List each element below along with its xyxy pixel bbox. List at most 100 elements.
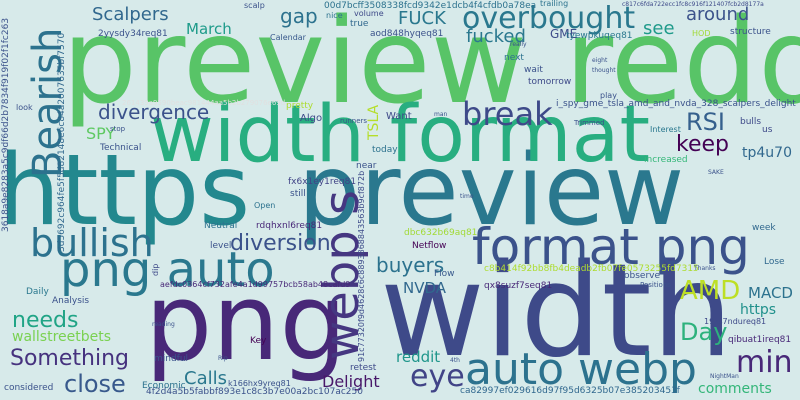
word-hash-c817: c817c6fda722ecc1fc8c916f121407fcb2d8177a <box>622 1 764 8</box>
word-tyewpkuqeq81: tyewpkuqeq81 <box>566 31 633 41</box>
word-rsi: RSI <box>686 108 725 136</box>
word-technical: Technical <box>100 143 142 153</box>
word-week: week <box>752 223 776 233</box>
word-man: man <box>434 111 448 118</box>
word-keep: keep <box>676 132 729 157</box>
word-png-auto: png auto <box>60 242 275 298</box>
word-bulls: bulls <box>740 117 762 127</box>
word-time: time <box>460 193 474 200</box>
word-considered: considered <box>4 383 54 393</box>
word-https-small: https <box>740 302 777 318</box>
word-macd: MACD <box>748 284 793 302</box>
word-structure: structure <box>730 27 771 37</box>
word-near: near <box>356 161 377 171</box>
word-nightman: NightMan <box>710 373 739 380</box>
word-daily: Daily <box>26 287 49 297</box>
word-format-png: format png <box>472 218 750 276</box>
word-hash-3618: 3618a9e8283a5c9df66d2b7834f919f02f1fc263 <box>1 17 11 232</box>
word-play: play <box>600 91 617 100</box>
word-divergence: divergence <box>98 100 210 124</box>
word-analysis: Analysis <box>52 296 90 306</box>
word-19zs7ndureq81: 19zs7ndureq81 <box>704 317 767 326</box>
word-tp4u70: tp4u70 <box>742 145 792 161</box>
word-increased: increased <box>644 155 688 165</box>
word-true: true <box>350 19 369 29</box>
word-2yysdy34req81: 2yysdy34req81 <box>98 29 168 39</box>
word-width: width <box>380 237 733 386</box>
word-tomorrow: tomorrow <box>528 77 572 87</box>
word-reading: reading <box>152 321 175 328</box>
word-hash-4f2d: 4f2d4a5b5fabbf893e1c8c3b7e00a2bc107ac250 <box>146 387 363 397</box>
word-buyers: buyers <box>376 253 445 277</box>
word-min: min <box>736 345 793 380</box>
word-stop: stop <box>110 125 126 133</box>
word-fucked: fucked <box>466 26 526 47</box>
word-hash-2614: 261439a9590beac981444aa5b2b279076e69d <box>122 99 286 107</box>
word-hod: HOD <box>692 29 711 38</box>
word-qx8suzf7seq81: qx8suzf7seq81 <box>484 281 553 291</box>
word-nvda: NVDA <box>403 279 447 297</box>
word-level: level <box>210 241 232 251</box>
word-fuck: FUCK <box>398 8 446 29</box>
word-width-format: width format <box>150 90 651 180</box>
word-hash-00d7: 00d7bcff3508338fcd9342e1dcb4f4cfdb0a78ea <box>324 1 537 11</box>
word-trimmed: Trimmed <box>574 119 605 127</box>
word-retest: retest <box>350 363 377 373</box>
word-want: Want <box>386 111 412 122</box>
word-something: Something <box>10 346 129 371</box>
word-overbought: overbought <box>462 1 636 36</box>
word-preview-redd: preview redd <box>62 0 800 130</box>
word-open: Open <box>254 201 276 210</box>
word-fx6x1ey1req81: fx6x1ey1req81 <box>288 177 357 187</box>
word-qibuat1ireq81: qibuat1ireq81 <box>728 335 792 345</box>
word-thought: thought <box>592 67 616 74</box>
word-png: png <box>145 261 347 384</box>
word-amd: AMD <box>680 276 741 306</box>
word-delight: Delight <box>322 372 380 391</box>
word-day: Day <box>680 318 728 346</box>
word-volume: volume <box>354 9 384 18</box>
word-tsla: TSLA <box>366 104 382 140</box>
word-gme: GME <box>550 27 578 41</box>
word-rip: Rip <box>218 355 228 362</box>
word-see: see <box>643 18 675 39</box>
word-neutral: Neutral <box>204 221 238 231</box>
word-preview: preview <box>298 134 685 248</box>
word-observe: observe <box>624 271 661 281</box>
word-spy: SPY <box>86 124 116 143</box>
word-scalp: scalp <box>244 1 265 10</box>
word-4th: 4th <box>450 357 460 364</box>
word-calls: Calls <box>184 368 227 389</box>
word-auto-webp: auto webp <box>465 344 697 395</box>
word-around: around <box>686 4 750 25</box>
word-needs: needs <box>12 308 79 333</box>
word-flow: Flow <box>434 269 455 279</box>
word-key: Key <box>250 336 267 346</box>
word-us: us <box>762 125 773 135</box>
word-really: really <box>510 41 527 48</box>
word-break: break <box>462 95 553 133</box>
word-still: still <box>290 189 306 199</box>
word-lose: Lose <box>764 257 785 267</box>
word-i-spy-gme: i_spy_gme_tsla_amd_and_nvda_328_scalpers… <box>556 99 796 109</box>
word-thanks: Thanks <box>694 265 716 272</box>
word-march: March <box>186 20 232 38</box>
word-hash-3d56: 3d5692c964fe5f5d82148e6c84a2007635bf7570 <box>57 32 67 252</box>
word-dip: dip <box>151 263 160 276</box>
word-calendar: Calendar <box>270 33 306 42</box>
word-today: today <box>372 145 398 155</box>
word-diversion: diversion <box>230 231 331 256</box>
word-next: next <box>504 53 524 63</box>
word-eight: eight <box>592 57 608 64</box>
word-runners: runners <box>340 117 368 125</box>
word-economic: Economic <box>142 381 186 391</box>
word-nice: nice <box>326 11 343 20</box>
word-aod848hyqeq81: aod848hyqeq81 <box>370 29 444 39</box>
word-k166hx9yreq81: k166hx9yreq81 <box>228 379 291 388</box>
word-wallstreetbets: wallstreetbets <box>12 329 112 345</box>
word-interest: Interest <box>650 125 681 134</box>
word-gap: gap <box>280 4 318 28</box>
word-look: look <box>16 103 33 112</box>
word-mindful: mindful <box>154 354 189 364</box>
